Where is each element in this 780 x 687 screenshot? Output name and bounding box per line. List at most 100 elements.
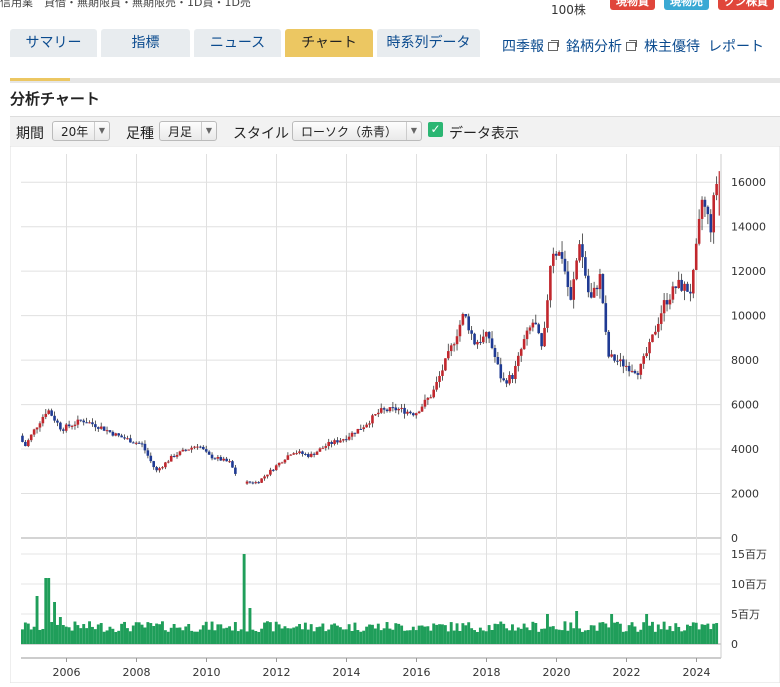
volume-bar <box>499 621 503 644</box>
link-shikiho[interactable]: 四季報 <box>502 36 559 56</box>
candle-body <box>321 447 325 449</box>
volume-bar <box>344 629 348 644</box>
volume-bar <box>254 630 258 644</box>
candle-body <box>551 253 555 266</box>
candle-body <box>248 481 252 483</box>
volume-bar <box>198 629 202 644</box>
candle-body <box>595 287 599 290</box>
candle-body <box>204 449 208 452</box>
candle-body <box>607 331 611 357</box>
tab-indicators[interactable]: 指標 <box>101 29 190 57</box>
volume-bar <box>73 621 77 644</box>
volume-bar <box>99 623 103 644</box>
candle-body <box>616 360 619 362</box>
volume-bar <box>251 629 255 644</box>
link-shareholder-benefits[interactable]: 株主優待 <box>644 39 700 55</box>
volume-bar <box>228 626 231 644</box>
volume-bar <box>709 629 713 644</box>
candle-body <box>438 375 441 382</box>
candle-body <box>304 453 307 455</box>
volume-bar <box>219 624 223 644</box>
volume-bar <box>572 628 576 644</box>
volume-bar <box>131 625 135 644</box>
volume-bar <box>373 628 377 644</box>
margin-buy-button[interactable]: クン株買 <box>718 0 774 10</box>
volume-bar <box>245 631 249 644</box>
candle-body <box>26 440 30 447</box>
volume-bar <box>263 622 266 644</box>
buy-button[interactable]: 現物買 <box>610 0 655 10</box>
tab-chart[interactable]: チャート <box>285 29 373 57</box>
tab-time-series[interactable]: 時系列データ <box>377 29 480 57</box>
candle-body <box>108 430 112 432</box>
candle-body <box>140 443 144 445</box>
candle-body <box>694 243 698 270</box>
period-select[interactable]: 20年 ▼ <box>52 121 110 141</box>
candle-body <box>540 333 543 347</box>
candle-body <box>315 451 319 455</box>
candle-body <box>254 482 258 484</box>
candle-body <box>350 432 354 437</box>
candle-body <box>712 195 716 233</box>
candle-body <box>199 446 202 448</box>
volume-bar <box>140 624 144 644</box>
candle-body <box>196 446 199 448</box>
volume-bar <box>391 629 395 644</box>
section-title: 分析チャート <box>10 90 100 108</box>
chart-svg[interactable]: 0 2000 4000 6000 8000 10000 12000 14000 16000 15百… <box>9 145 780 684</box>
volume-tick-label: 10百万 <box>731 578 767 591</box>
trade-info-strip: 信用業 貸借・無期限買・無期限売・1D買・1D売 100株 現物買 現物売 クン… <box>0 0 780 18</box>
volume-bar <box>88 621 91 644</box>
candle-body <box>111 431 115 436</box>
candle-body <box>47 410 51 414</box>
candle-body <box>44 413 48 417</box>
candle-body <box>505 380 508 384</box>
data-display-checkbox[interactable]: ✓ <box>428 122 443 137</box>
volume-bar <box>694 622 698 644</box>
candle-body <box>79 419 83 421</box>
volume-bar <box>362 630 366 644</box>
chart-frame <box>9 145 780 684</box>
volume-bar <box>289 628 293 644</box>
candle-body <box>56 420 59 423</box>
candle-body <box>298 451 301 454</box>
candle-body <box>21 435 24 442</box>
volume-bar <box>665 629 669 644</box>
candle-body <box>137 442 141 444</box>
external-link-icon <box>548 39 559 51</box>
candle-body <box>283 459 287 463</box>
volume-bar <box>32 626 36 644</box>
candle-body <box>219 457 223 461</box>
candle-body <box>344 439 348 441</box>
link-report[interactable]: レポート <box>708 39 764 55</box>
link-stock-analysis[interactable]: 銘柄分析 <box>566 36 637 56</box>
volume-bar <box>540 628 544 644</box>
bar-type-value: 月足 <box>168 125 193 139</box>
volume-bar <box>242 554 246 644</box>
tab-summary[interactable]: サマリー <box>10 29 97 57</box>
candle-body <box>630 370 634 372</box>
volume-bar <box>257 631 261 644</box>
volume-bar <box>546 614 549 644</box>
volume-bar <box>487 625 491 644</box>
candle-body <box>164 462 167 468</box>
volume-bar <box>178 627 182 644</box>
year-tick-label: 2010 <box>193 666 221 679</box>
candle-body <box>473 333 476 345</box>
candle-body <box>146 450 150 456</box>
sell-button[interactable]: 現物売 <box>664 0 709 10</box>
style-value: ローソク（赤青） <box>301 125 398 139</box>
bar-type-select[interactable]: 月足 ▼ <box>159 121 217 141</box>
style-label: スタイル <box>233 126 289 142</box>
candle-body <box>584 257 587 276</box>
tab-news[interactable]: ニュース <box>194 29 281 57</box>
style-select[interactable]: ローソク（赤青） ▼ <box>292 121 422 141</box>
period-label: 期間 <box>16 126 44 142</box>
analysis-chart[interactable]: 0 2000 4000 6000 8000 10000 12000 14000 16000 15百… <box>9 145 780 684</box>
candle-body <box>496 356 500 365</box>
trade-info: 信用業 貸借・無期限買・無期限売・1D買・1D売 <box>0 0 251 9</box>
volume-bar <box>435 624 439 644</box>
candle-body <box>586 275 590 293</box>
volume-bar <box>522 623 526 644</box>
candle-body <box>589 292 593 298</box>
